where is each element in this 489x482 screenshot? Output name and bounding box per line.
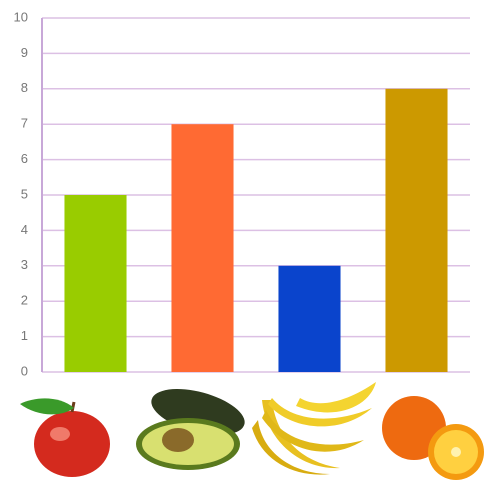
bar (64, 195, 127, 372)
y-tick-label: 8 (21, 80, 28, 95)
y-tick-label: 0 (21, 363, 28, 378)
fruit-icons (20, 382, 484, 480)
banana-icon (252, 382, 376, 475)
bar (278, 265, 341, 372)
y-tick-label: 7 (21, 116, 28, 131)
y-tick-label: 2 (21, 293, 28, 308)
y-tick-label: 6 (21, 151, 28, 166)
y-tick-label: 10 (14, 9, 28, 24)
y-tick-label: 9 (21, 45, 28, 60)
orange-icon (382, 396, 484, 480)
y-tick-label: 4 (21, 222, 28, 237)
bar (385, 88, 448, 373)
y-tick-label: 1 (21, 328, 28, 343)
avocado-icon (136, 389, 245, 470)
y-tick-label: 3 (21, 257, 28, 272)
bar (171, 124, 234, 372)
apple-icon (20, 398, 110, 477)
y-tick-label: 5 (21, 186, 28, 201)
